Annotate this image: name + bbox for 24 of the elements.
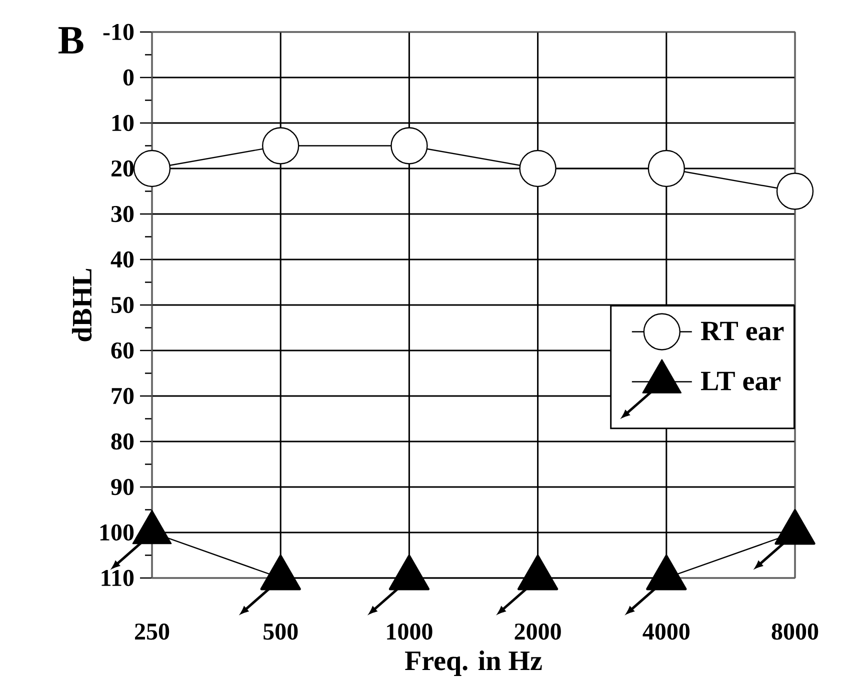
- y-tick-label: 10: [112, 114, 134, 131]
- y-tick-label: 80: [111, 433, 134, 450]
- y-tick-label: 50: [111, 296, 134, 313]
- legend-label: LT ear: [700, 372, 781, 390]
- x-tick-label: 8000: [772, 623, 818, 640]
- x-tick-label: 250: [135, 623, 170, 640]
- y-tick-label: 110: [102, 570, 134, 586]
- y-tick-label: 60: [111, 342, 134, 358]
- y-tick-label: 40: [110, 251, 134, 268]
- x-tick-label: 2000: [514, 623, 561, 640]
- x-tick-label: 500: [264, 623, 298, 640]
- y-tick-label: 90: [111, 478, 134, 495]
- legend-label: RT ear: [700, 322, 784, 340]
- y-tick-label: -10: [103, 24, 134, 40]
- y-tick-label: 100: [100, 524, 134, 540]
- y-tick-label: 20: [112, 160, 134, 176]
- y-axis-title: dBHL: [72, 268, 92, 342]
- y-tick-label: 0: [123, 69, 134, 86]
- y-tick-label: 70: [112, 388, 134, 404]
- text: B: [58, 27, 84, 54]
- x-axis-title: Freq. in Hz: [405, 650, 542, 676]
- y-tick-label: 30: [111, 206, 134, 222]
- x-tick-label: 4000: [642, 623, 690, 640]
- x-tick-label: 1000: [387, 623, 432, 640]
